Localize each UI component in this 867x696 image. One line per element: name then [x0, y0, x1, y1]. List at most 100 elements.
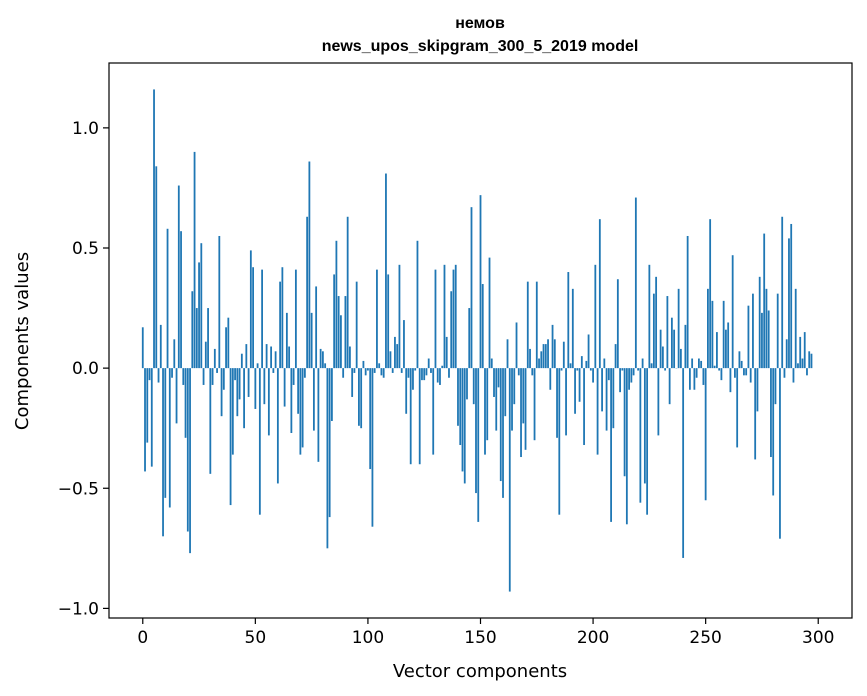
bar-55 [265, 344, 268, 369]
bar-81 [324, 363, 327, 369]
bar-228 [655, 276, 658, 369]
x-tick-label: 300 [802, 628, 834, 648]
bar-56 [267, 368, 270, 436]
bar-162 [506, 339, 509, 369]
bar-233 [666, 296, 669, 369]
bar-79 [319, 348, 322, 369]
bar-126 [425, 368, 428, 376]
bar-112 [394, 336, 396, 369]
bar-284 [781, 216, 784, 369]
bar-265 [738, 351, 741, 369]
bar-83 [328, 368, 331, 518]
bar-108 [385, 173, 387, 369]
bar-253 [711, 300, 714, 369]
bar-276 [763, 233, 766, 369]
bar-93 [351, 368, 354, 397]
bar-49 [252, 267, 254, 369]
bar-64 [285, 312, 288, 369]
bar-75 [310, 312, 313, 369]
bar-192 [574, 368, 576, 414]
bar-288 [790, 223, 793, 369]
chart-subtitle: news_upos_skipgram_300_5_2019 model [322, 38, 639, 55]
bar-68 [294, 269, 297, 369]
bar-249 [702, 368, 705, 385]
bar-48 [249, 250, 252, 369]
bar-106 [380, 368, 383, 376]
bar-88 [340, 315, 342, 369]
bar-17 [180, 231, 182, 369]
bar-260 [727, 322, 730, 369]
bar-61 [279, 281, 282, 369]
bar-154 [488, 257, 491, 369]
bar-274 [758, 276, 761, 369]
bar-230 [659, 329, 662, 369]
bar-190 [569, 363, 572, 369]
bar-221 [639, 368, 642, 503]
bar-122 [416, 240, 419, 369]
bar-229 [657, 368, 660, 436]
bar-176 [538, 358, 540, 369]
bar-43 [238, 368, 241, 400]
bar-205 [603, 358, 606, 369]
bar-116 [403, 320, 405, 369]
bar-273 [756, 368, 759, 412]
bar-198 [587, 334, 590, 369]
bar-87 [337, 296, 340, 369]
bar-5 [153, 89, 155, 369]
bar-145 [468, 308, 471, 369]
bar-203 [598, 219, 601, 369]
bar-180 [547, 339, 549, 369]
bar-70 [299, 368, 302, 455]
bar-148 [475, 368, 477, 494]
bar-119 [409, 368, 412, 465]
bar-244 [691, 358, 694, 369]
bar-250 [704, 368, 707, 501]
bar-159 [499, 368, 502, 482]
bar-147 [472, 368, 475, 405]
bar-251 [707, 288, 709, 369]
bar-234 [668, 368, 671, 405]
bar-144 [466, 368, 468, 400]
chart-title: немов [455, 15, 505, 32]
bar-188 [565, 368, 567, 436]
bar-224 [646, 368, 649, 515]
bar-53 [261, 269, 263, 369]
bar-243 [688, 368, 691, 390]
bar-264 [736, 368, 739, 448]
bar-74 [308, 161, 311, 369]
bar-28 [204, 341, 207, 369]
bar-287 [788, 238, 790, 369]
bar-245 [693, 368, 696, 390]
bar-37 [225, 327, 227, 369]
bar-226 [650, 363, 653, 369]
y-tick-label: −0.5 [58, 479, 99, 499]
bar-58 [272, 368, 275, 373]
bar-196 [583, 368, 585, 446]
bar-8 [159, 324, 162, 369]
bar-18 [182, 368, 185, 385]
bar-165 [513, 368, 516, 405]
bar-16 [177, 185, 180, 369]
bar-173 [531, 368, 534, 376]
bar-261 [729, 368, 732, 393]
bar-24 [195, 308, 198, 369]
bar-189 [567, 272, 570, 369]
bar-97 [360, 368, 363, 429]
x-tick-label: 0 [137, 628, 148, 648]
bar-246 [695, 368, 698, 378]
bar-120 [412, 368, 414, 390]
bar-71 [301, 368, 304, 448]
bar-65 [288, 346, 291, 369]
bar-183 [553, 339, 556, 369]
bar-99 [364, 368, 367, 376]
bar-62 [281, 267, 284, 369]
x-tick-label: 250 [689, 628, 721, 648]
bar-293 [801, 358, 804, 369]
bar-142 [461, 368, 464, 472]
bar-42 [236, 368, 239, 417]
bar-202 [596, 368, 599, 455]
bar-158 [497, 368, 500, 388]
bar-146 [470, 207, 473, 369]
bar-200 [592, 368, 594, 383]
